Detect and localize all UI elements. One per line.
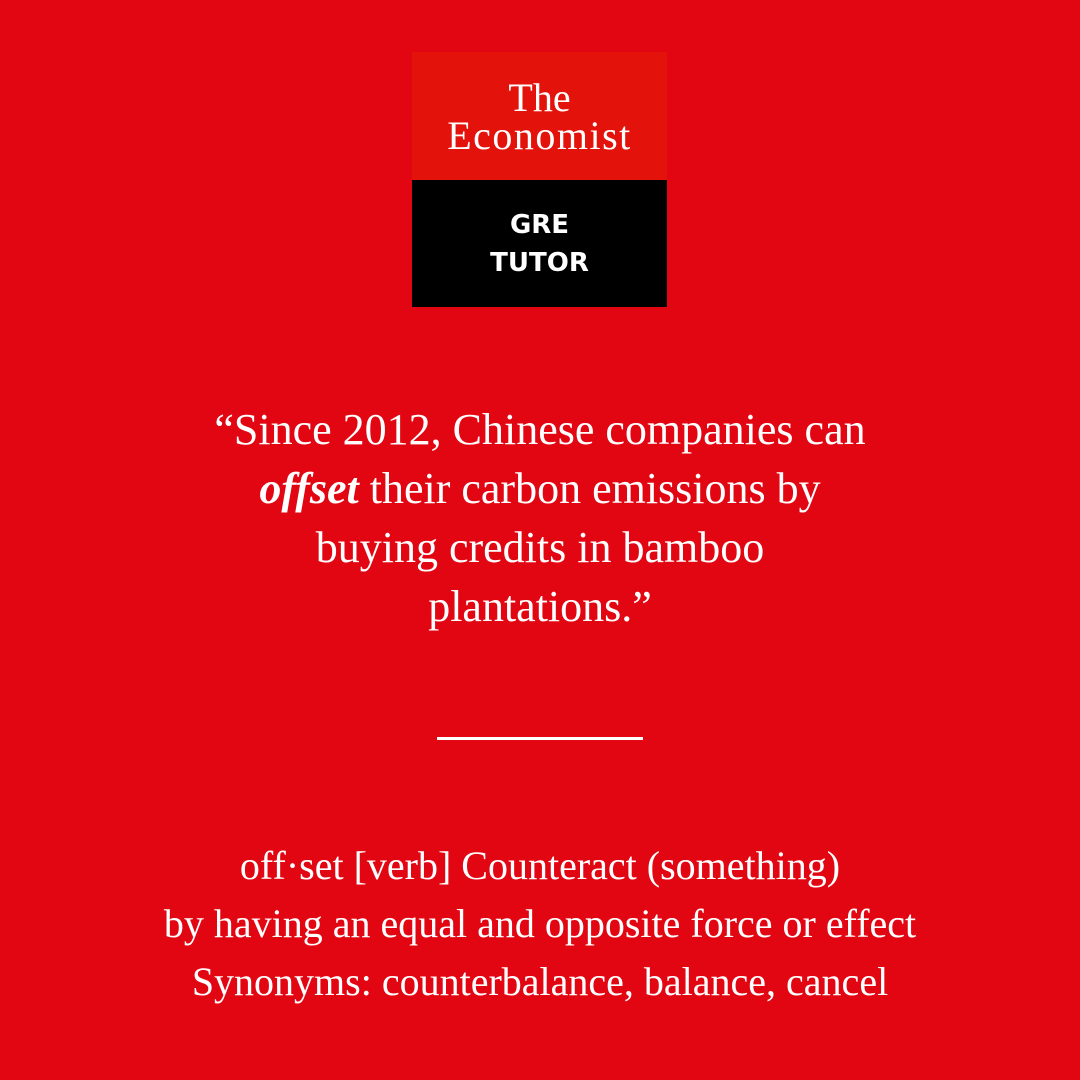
- quote-line-2-rest: their carbon emissions by: [358, 464, 821, 513]
- quote-line-3: buying credits in bamboo: [315, 523, 765, 572]
- wordmark-economist: Economist: [447, 113, 632, 158]
- label-tutor: TUTOR: [490, 247, 589, 278]
- label-gre: GRE: [509, 209, 570, 240]
- gre-tutor-label: GRE TUTOR: [412, 180, 667, 307]
- definition-line-1: off·set [verb] Counteract (something): [239, 843, 841, 888]
- quote-line-2: offset their carbon emissions by: [100, 459, 980, 518]
- highlighted-word: offset: [259, 464, 359, 513]
- definition-line-2: by having an equal and opposite force or…: [163, 901, 917, 946]
- synonyms-line: Synonyms: counterbalance, balance, cance…: [191, 959, 889, 1004]
- economist-gre-tutor-logo: The Economist GRE TUTOR: [412, 52, 667, 307]
- quote-line-1: “Since 2012, Chinese companies can: [214, 405, 866, 454]
- quote-line-4: plantations.”: [428, 582, 652, 631]
- economist-wordmark: The Economist: [412, 52, 667, 180]
- word-definition: off·set [verb] Counteract (something) by…: [60, 837, 1020, 1011]
- wordmark-the: The: [508, 75, 571, 120]
- example-quote: “Since 2012, Chinese companies can offse…: [100, 400, 980, 636]
- divider-line: [437, 737, 643, 740]
